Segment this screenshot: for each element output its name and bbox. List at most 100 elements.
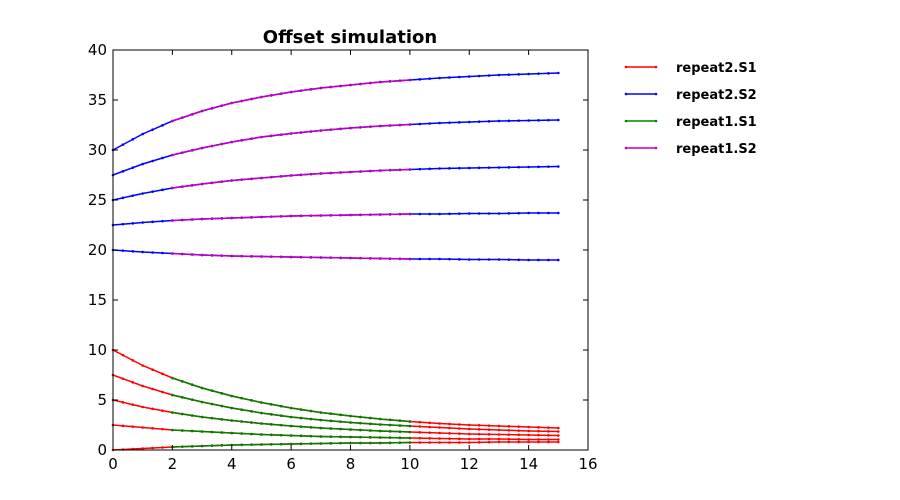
data-point — [467, 212, 471, 215]
data-point — [547, 211, 550, 215]
data-point — [448, 167, 451, 170]
data-point — [467, 441, 471, 444]
data-point — [467, 427, 471, 431]
data-point — [329, 171, 333, 175]
data-point — [220, 254, 224, 257]
legend-label: repeat1.S2 — [676, 142, 757, 157]
data-point — [250, 443, 253, 446]
data-point — [250, 399, 253, 402]
data-point — [121, 401, 125, 404]
data-point — [547, 438, 550, 441]
data-point — [448, 441, 451, 444]
data-point — [359, 435, 362, 439]
data-point — [487, 424, 491, 427]
data-point — [299, 442, 303, 446]
data-point — [467, 432, 471, 436]
data-point — [428, 77, 431, 80]
data-point — [467, 166, 471, 170]
data-point — [438, 422, 441, 425]
data-point — [339, 171, 342, 174]
legend-marker — [624, 92, 628, 96]
data-point — [517, 258, 521, 262]
data-point — [537, 165, 540, 169]
data-point — [190, 429, 194, 433]
legend-marker — [654, 119, 658, 123]
data-point — [141, 405, 144, 409]
data-point — [418, 420, 422, 424]
data-point — [368, 257, 372, 260]
data-point — [161, 409, 164, 412]
data-point — [467, 120, 471, 124]
data-point — [438, 167, 441, 170]
data-point — [180, 380, 184, 383]
data-point — [200, 415, 204, 419]
y-tick-label: 30 — [88, 141, 107, 159]
data-point — [418, 257, 422, 261]
data-point — [289, 415, 293, 419]
data-point — [240, 408, 243, 411]
data-point — [200, 109, 204, 113]
series-layer — [111, 71, 560, 452]
data-point — [240, 254, 243, 258]
data-point — [467, 75, 471, 78]
data-point — [408, 212, 412, 216]
data-point — [289, 214, 293, 218]
data-point — [299, 425, 303, 428]
data-point — [497, 428, 501, 432]
data-point — [220, 444, 224, 447]
data-point — [319, 435, 323, 438]
data-point — [121, 377, 125, 380]
data-point — [319, 129, 323, 132]
data-point — [349, 126, 352, 130]
data-point — [131, 138, 135, 141]
data-point — [487, 258, 491, 261]
data-point — [161, 219, 164, 223]
chart-title: Offset simulation — [263, 27, 437, 48]
data-point — [477, 432, 481, 436]
data-point — [527, 211, 530, 215]
data-point — [368, 429, 372, 432]
data-point — [349, 421, 352, 424]
data-point — [428, 421, 431, 425]
legend-marker — [624, 146, 628, 150]
data-point — [260, 95, 263, 99]
data-point — [309, 426, 313, 429]
data-point — [250, 137, 253, 140]
data-point — [180, 218, 184, 222]
data-point — [507, 437, 511, 441]
data-point — [270, 443, 273, 446]
data-point — [487, 212, 491, 215]
data-point — [557, 430, 560, 433]
data-point — [547, 430, 550, 433]
data-point — [359, 82, 362, 86]
data-point — [398, 430, 402, 433]
data-point — [309, 409, 313, 413]
data-point — [408, 436, 412, 440]
data-point — [458, 75, 461, 79]
data-point — [289, 132, 293, 135]
data-point — [359, 428, 362, 432]
data-point — [151, 220, 154, 224]
x-tick-label: 14 — [519, 455, 538, 473]
data-point — [507, 429, 511, 432]
data-point — [230, 140, 234, 144]
data-point — [299, 255, 303, 259]
data-point — [299, 408, 303, 411]
data-point — [210, 144, 214, 148]
data-point — [121, 353, 125, 357]
data-point — [557, 118, 560, 122]
data-point — [270, 215, 273, 218]
data-point — [190, 113, 194, 116]
data-point — [458, 121, 461, 124]
data-point — [467, 423, 471, 427]
data-point — [210, 217, 214, 220]
data-point — [230, 254, 234, 258]
data-point — [141, 364, 144, 367]
data-point — [378, 429, 382, 433]
data-point — [507, 166, 511, 169]
data-point — [368, 169, 372, 173]
data-point — [398, 441, 402, 444]
data-point — [289, 174, 293, 177]
data-point — [210, 416, 214, 420]
